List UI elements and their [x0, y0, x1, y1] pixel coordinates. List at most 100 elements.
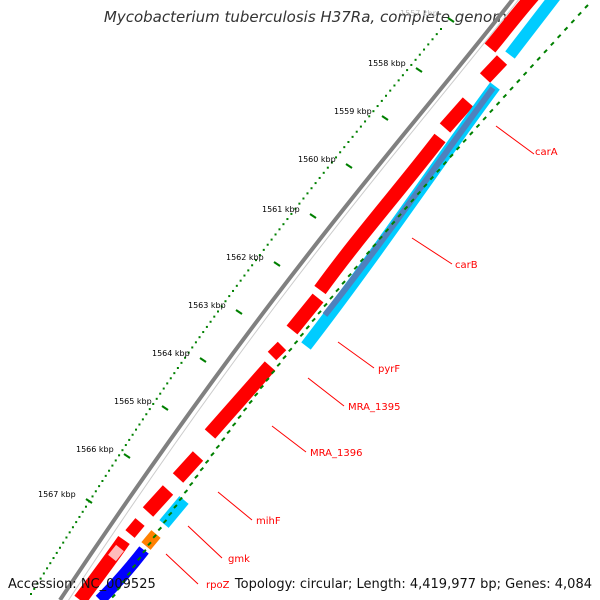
forward-cds[interactable]	[172, 451, 204, 483]
ruler-dot	[330, 161, 333, 164]
gene-label-cara[interactable]: carA	[535, 147, 558, 158]
ruler-dash	[259, 384, 265, 390]
ruler-dash	[282, 355, 287, 360]
ruler-major-tick	[273, 261, 281, 267]
ruler-dot	[194, 341, 197, 344]
ruler-dash	[335, 287, 340, 293]
ruler-dash	[378, 235, 383, 241]
ruler-dash	[353, 265, 359, 270]
ruler-dot	[42, 572, 45, 575]
ruler-dash	[173, 504, 178, 509]
ruler-dot	[78, 515, 81, 518]
forward-cds[interactable]	[267, 341, 287, 361]
gene-label-carb[interactable]: carB	[455, 260, 478, 271]
ruler-dot	[148, 408, 151, 411]
ruler-dot	[65, 536, 68, 539]
ruler-dot	[121, 449, 124, 452]
ruler-dash	[347, 272, 352, 278]
ruler-dash	[178, 496, 183, 502]
ruler-dot	[368, 115, 371, 118]
forward-cds[interactable]	[204, 361, 276, 439]
ruler-dot	[270, 238, 273, 241]
forward-cds[interactable]	[286, 293, 324, 335]
ruler-dot	[423, 48, 426, 51]
forward-cds[interactable]	[439, 97, 474, 133]
ruler-major-tick	[309, 213, 317, 219]
ruler-dot	[393, 84, 396, 87]
ruler-dot	[228, 295, 231, 298]
forward-cds[interactable]	[479, 55, 508, 83]
ruler-dot	[91, 495, 94, 498]
ruler-dot	[418, 53, 421, 56]
ruler-dot	[180, 361, 183, 364]
ruler-dash	[147, 541, 152, 547]
ruler-dot	[397, 79, 400, 82]
ruler-dot	[108, 469, 111, 472]
ruler-dash	[293, 340, 299, 345]
ruler-dash	[462, 138, 467, 144]
ruler-tick-label: 1566 kbp	[76, 445, 114, 454]
gene-label-rpoz[interactable]: rpoZ	[206, 580, 230, 591]
reverse-cds-overlap[interactable]	[322, 86, 496, 317]
gene-label-mra_1395[interactable]: MRA_1395	[348, 402, 400, 413]
gene-label-mihf[interactable]: mihF	[256, 516, 281, 527]
forward-cds[interactable]	[74, 535, 130, 600]
ruler-dot	[427, 43, 430, 46]
ruler-dash	[242, 407, 248, 412]
forward-cds[interactable]	[484, 0, 539, 53]
ruler-dash	[183, 489, 189, 494]
accession-label: Accession: NC_009525	[8, 577, 156, 592]
ruler-tick-label: 1564 kbp	[152, 349, 190, 358]
ruler-tick-label: 1562 kbp	[226, 253, 264, 262]
ruler-dot	[187, 351, 190, 354]
ruler-dot	[302, 197, 305, 200]
ruler-dot	[306, 192, 309, 195]
ruler-dash	[116, 586, 121, 591]
ruler-dot	[232, 289, 235, 292]
ruler-dot	[217, 310, 219, 313]
ruler-dot	[314, 182, 317, 185]
gene-label-mra_1396[interactable]: MRA_1396	[310, 448, 362, 459]
forward-cds[interactable]	[314, 133, 446, 295]
reverse-cds[interactable]	[505, 0, 560, 59]
ruler-dot	[75, 521, 78, 524]
ruler-dash	[509, 86, 514, 91]
ruler-dash	[563, 26, 569, 32]
ruler-major-tick	[85, 498, 93, 504]
ruler-dot	[159, 392, 162, 395]
ruler-tick-label: 1557 kbp	[400, 9, 438, 18]
ruler-dot	[435, 33, 438, 36]
ruler-major-tick	[161, 405, 169, 411]
ruler-dash	[305, 325, 310, 330]
ruler-dot	[294, 207, 297, 210]
ruler-dot	[81, 510, 84, 513]
ruler-dot	[128, 438, 131, 441]
ruler-dash	[455, 146, 461, 151]
ruler-dot	[52, 557, 55, 560]
ruler-dash	[556, 34, 562, 39]
ruler-dot	[239, 279, 242, 282]
gene-label-pyrf[interactable]: pyrF	[378, 364, 400, 375]
forward-cds[interactable]	[142, 485, 174, 517]
ruler-dot	[224, 300, 227, 303]
gene-label-gmk[interactable]: gmk	[228, 554, 250, 565]
ruler-dash	[226, 429, 231, 435]
ruler-dot	[339, 151, 342, 154]
ruler-dash	[397, 213, 402, 218]
ruler-dash	[168, 511, 173, 517]
ruler-dot	[440, 28, 442, 30]
reverse-cds-rpoZ[interactable]	[95, 546, 149, 600]
genome-info-label: Topology: circular; Length: 4,419,977 bp…	[234, 577, 592, 592]
ruler-dot	[298, 202, 301, 205]
ruler-dash	[288, 347, 293, 352]
ruler-dot	[372, 110, 375, 113]
ruler-dot	[282, 223, 285, 226]
ruler-dot	[71, 526, 74, 529]
forward-cds[interactable]	[125, 518, 145, 538]
reverse-cds-gmk[interactable]	[159, 496, 189, 528]
gene-leader	[495, 125, 535, 155]
ruler-dash	[410, 198, 415, 203]
ruler-dot	[376, 105, 379, 108]
ruler-dot	[410, 63, 413, 66]
